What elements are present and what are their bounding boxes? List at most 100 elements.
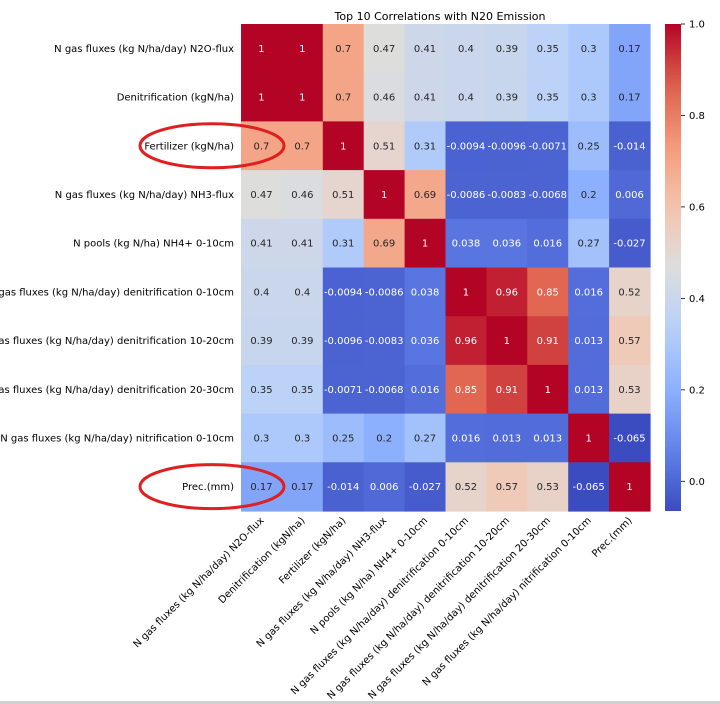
cell-value-label: 0.91 <box>496 385 518 396</box>
heatmap-cell <box>281 24 324 74</box>
cell-value-label: 0.4 <box>253 287 269 298</box>
heatmap-cell <box>568 413 610 463</box>
heatmap-cell <box>322 316 365 366</box>
heatmap-cell <box>609 413 651 463</box>
cell-value-label: 0.39 <box>250 336 272 347</box>
cell-value-label: 0.17 <box>618 44 640 55</box>
cell-value-label: -0.0083 <box>488 190 527 201</box>
heatmap-cell <box>486 462 528 512</box>
heatmap-cell <box>281 364 324 415</box>
cell-value-label: 0.7 <box>335 44 351 55</box>
cell-value-label: 0.52 <box>455 482 477 493</box>
heatmap-cell <box>527 413 569 463</box>
heatmap-cell <box>404 72 447 122</box>
heatmap-cells: 1 1 0.7 0.47 0.41 0.4 0.39 0.35 0.3 0.171 1 0.7 0.46… <box>241 24 651 512</box>
cell-value-label: 0.7 <box>253 141 269 152</box>
heatmap-cell <box>322 24 365 74</box>
heatmap-cell <box>322 218 365 269</box>
heatmap-cell <box>527 364 569 415</box>
cell-value-label: 0.69 <box>373 239 395 250</box>
cell-value-label: -0.027 <box>613 239 645 250</box>
heatmap-cell <box>445 218 487 269</box>
cell-value-label: 0.038 <box>452 239 481 250</box>
cell-value-label: 0.69 <box>414 190 436 201</box>
heatmap-cell <box>486 24 528 74</box>
heatmap-cell <box>363 267 406 317</box>
cell-value-label: 0.96 <box>496 287 518 298</box>
heatmap-cell <box>322 121 365 171</box>
y-tick-label: Denitrification (kgN/ha) <box>117 93 234 104</box>
heatmap-cell <box>568 267 610 317</box>
heatmap-cell <box>241 364 283 415</box>
colorbar-tick-label: 0.6 <box>689 202 705 213</box>
heatmap-cell <box>363 218 406 269</box>
heatmap-cell <box>527 72 569 122</box>
heatmap-cell <box>281 267 324 317</box>
heatmap-cell <box>281 316 324 366</box>
heatmap-cell <box>486 121 528 171</box>
heatmap-cell <box>568 316 610 366</box>
cell-value-label: 0.016 <box>533 239 562 250</box>
heatmap-cell <box>445 267 487 317</box>
cell-value-label: 0.7 <box>335 93 351 104</box>
cell-value-label: 0.47 <box>373 44 395 55</box>
cell-value-label: 0.96 <box>455 336 477 347</box>
heatmap-cell <box>527 316 569 366</box>
cell-value-label: 0.006 <box>370 482 399 493</box>
cell-value-label: 0.35 <box>537 93 559 104</box>
y-tick-label: N gas fluxes (kg N/ha/day) nitrification… <box>0 433 234 444</box>
heatmap-cell <box>363 170 406 220</box>
cell-value-label: 0.91 <box>537 336 559 347</box>
cell-value-label: 1 <box>340 141 346 152</box>
heatmap-cell <box>363 364 406 415</box>
heatmap-cell <box>281 413 324 463</box>
heatmap-cell <box>363 24 406 74</box>
cell-value-label: 0.25 <box>578 141 600 152</box>
cell-value-label: 1 <box>258 93 264 104</box>
heatmap-cell <box>281 170 324 220</box>
cell-value-label: 0.17 <box>291 482 313 493</box>
heatmap-cell <box>527 218 569 269</box>
colorbar-tick-label: 0.0 <box>689 477 705 488</box>
heatmap-cell <box>609 170 651 220</box>
cell-value-label: -0.0068 <box>528 190 567 201</box>
highlight-ellipse <box>138 122 286 170</box>
cell-value-label: 0.016 <box>411 385 440 396</box>
heatmap-cell <box>241 316 283 366</box>
heatmap-cell <box>445 364 487 415</box>
y-tick-label: N gas fluxes (kg N/ha/day) NH3-flux <box>55 190 234 201</box>
heatmap-cell <box>445 24 487 74</box>
cell-value-label: 0.39 <box>496 44 518 55</box>
cell-value-label: 0.013 <box>574 385 603 396</box>
cell-value-label: 0.31 <box>332 239 354 250</box>
x-tick-label: Prec.(mm) <box>590 515 635 560</box>
cell-value-label: 0.39 <box>291 336 313 347</box>
heatmap-cell <box>404 170 447 220</box>
cell-value-label: 0.53 <box>618 385 640 396</box>
y-tick-label: N gas fluxes (kg N/ha/day) denitrificati… <box>0 385 234 396</box>
heatmap-cell <box>609 218 651 269</box>
cell-value-label: 1 <box>504 336 510 347</box>
cell-value-label: 0.016 <box>452 433 481 444</box>
heatmap-cell <box>486 413 528 463</box>
heatmap-cell <box>527 267 569 317</box>
heatmap-cell <box>568 72 610 122</box>
heatmap-cell <box>281 462 324 512</box>
heatmap-cell <box>609 72 651 122</box>
heatmap-cell <box>486 218 528 269</box>
heatmap-cell <box>609 121 651 171</box>
cell-value-label: -0.0096 <box>324 336 363 347</box>
heatmap-cell <box>609 316 651 366</box>
cell-value-label: 0.41 <box>250 239 272 250</box>
cell-value-label: 1 <box>258 44 264 55</box>
cell-value-label: 1 <box>626 482 632 493</box>
heatmap-cell <box>609 364 651 415</box>
heatmap-cell <box>568 170 610 220</box>
cell-value-label: 1 <box>463 287 469 298</box>
cell-value-label: 0.17 <box>250 482 272 493</box>
heatmap-cell <box>363 462 406 512</box>
cell-value-label: -0.0071 <box>528 141 567 152</box>
heatmap-cell <box>241 24 283 74</box>
heatmap-cell <box>527 121 569 171</box>
heatmap-cell <box>486 72 528 122</box>
